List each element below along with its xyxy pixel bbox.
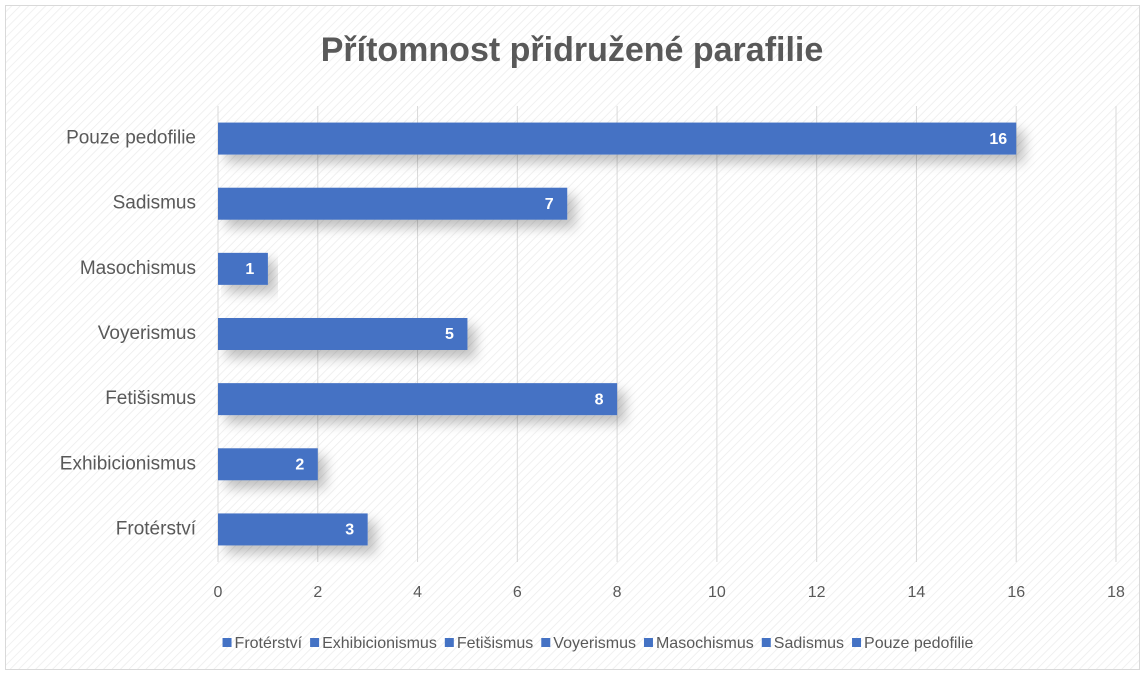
y-tick-label: Fetišismus [105,388,196,409]
legend-swatch [310,638,320,647]
y-tick-label: Frotérství [116,518,197,539]
legend-label: Exhibicionismus [322,635,437,652]
data-label: 16 [989,131,1007,148]
bar [218,383,618,416]
data-label: 1 [245,261,254,278]
legend-swatch [643,638,653,647]
bar [218,252,268,285]
legend-label: Sadismus [774,635,844,652]
legend-label: Fetišismus [457,635,533,652]
bar [218,448,318,481]
legend-swatch [541,638,551,647]
data-label: 7 [545,196,554,213]
legend-label: Masochismus [656,635,754,652]
x-tick-label: 0 [214,584,223,601]
bar [218,318,468,350]
x-tick-label: 4 [413,584,422,601]
x-tick-label: 12 [808,584,826,601]
x-tick-label: 8 [613,584,622,601]
x-tick-label: 16 [1007,584,1025,601]
x-tick-label: 6 [513,584,522,601]
y-tick-label: Sadismus [113,193,196,214]
data-label: 3 [345,522,354,539]
data-label: 8 [595,391,604,408]
x-tick-label: 2 [313,584,322,601]
bar [218,513,368,546]
y-tick-label: Masochismus [80,258,196,279]
y-tick-label: Voyerismus [98,323,196,344]
legend-swatch [444,638,454,647]
data-label: 2 [295,457,304,474]
x-tick-label: 18 [1107,584,1125,601]
legend: Frotérství Exhibicionismus Fetišismus Voyer… [222,635,974,652]
legend-swatch [761,638,771,647]
legend-label: Frotérství [235,635,303,652]
bar [218,122,1017,155]
chart-title: Přítomnost přidružené parafilie [321,31,824,69]
x-tick-label: 10 [708,584,726,601]
y-tick-label: Pouze pedofilie [66,128,196,149]
chart-background [5,5,1140,670]
x-tick-label: 14 [908,584,926,601]
data-label: 5 [445,326,454,343]
legend-label: Voyerismus [553,635,636,652]
y-tick-label: Exhibicionismus [60,453,196,474]
legend-swatch [222,638,232,647]
bar [218,187,568,220]
legend-label: Pouze pedofilie [864,635,974,652]
legend-swatch [852,638,862,647]
